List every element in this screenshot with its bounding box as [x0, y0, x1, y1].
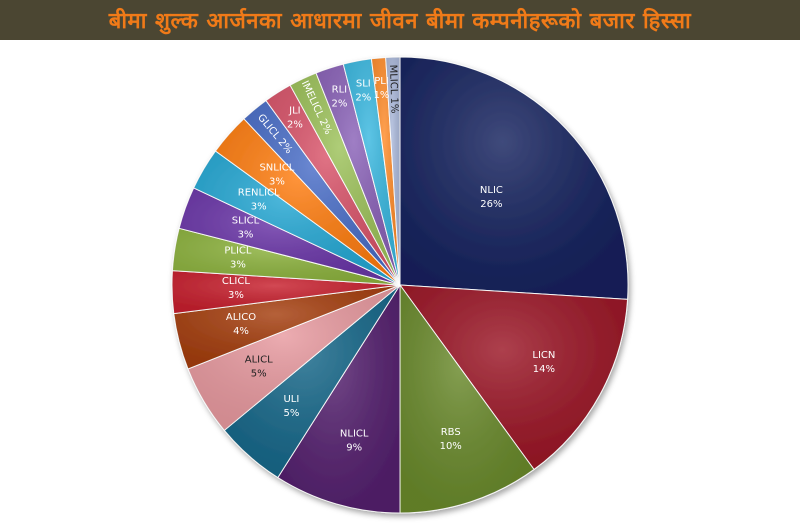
- pie-slice-shade: [173, 285, 400, 369]
- pie-slice-shade: [179, 187, 400, 285]
- slice-label-licn: LICN: [532, 350, 555, 361]
- slice-label-group-renlicl: RENLICL 3%: [238, 187, 280, 212]
- pie-slice-shade: [243, 100, 400, 285]
- slice-label-group-snlicl: SNLICL 3%: [259, 162, 294, 187]
- slice-label-group-pli: PLI 1%: [374, 76, 390, 101]
- pie-slice-shade: [385, 57, 400, 285]
- slice-label-rli: RLI: [332, 85, 347, 96]
- slice-label-clicl: CLICL: [222, 276, 250, 287]
- pie-slice-shade: [371, 57, 400, 286]
- slice-value-alicl: 5%: [251, 369, 267, 380]
- slice-label-group-nlicl: NLICL 9%: [340, 429, 369, 454]
- slice-label-slicl: SLICL: [232, 215, 260, 226]
- slice-label-group-nlic: NLIC 26%: [480, 185, 503, 210]
- slice-label-snlicl: SNLICL: [259, 162, 294, 173]
- slice-label-group-rbs: RBS 10%: [440, 427, 462, 452]
- slice-label-nlic: NLIC: [480, 185, 503, 196]
- pie-slice-shade: [172, 270, 400, 314]
- pie-slice-shade: [188, 285, 400, 431]
- pie-slice-shade: [290, 73, 400, 285]
- pie-slice-shade: [400, 285, 628, 470]
- pie-slice-shade: [215, 118, 400, 285]
- pie-slice-shade: [193, 150, 400, 285]
- pie-slice-shade: [277, 285, 400, 513]
- slice-label-group-jli: JLI 2%: [287, 105, 303, 130]
- slice-label-rbs: RBS: [441, 427, 461, 438]
- slice-label-alicl: ALICL: [245, 355, 273, 366]
- slice-label-renlicl: RENLICL: [238, 187, 280, 198]
- pie-slice-shade: [265, 85, 400, 285]
- slice-value-alico: 4%: [233, 326, 249, 337]
- pie-chart: NLIC26%LICN14%RBS10%NLICL9%ULI5%ALICL5%A…: [171, 56, 629, 514]
- slice-label-group-sli: SLI 2%: [355, 78, 371, 103]
- slice-value-jli: 2%: [287, 119, 303, 130]
- slice-value-plicl: 3%: [230, 259, 246, 270]
- slice-label-plicl: PLICL: [224, 245, 252, 256]
- slice-label-uli: ULI: [283, 394, 299, 405]
- slice-value-snlicl: 3%: [269, 176, 285, 187]
- slice-label-mlicl: MLICL 1%: [387, 64, 400, 113]
- slice-label-pli: PLI: [374, 76, 389, 87]
- pie-slices: [171, 56, 629, 514]
- slice-value-sli: 2%: [355, 92, 371, 103]
- slice-label-group-clicl: CLICL 3%: [222, 276, 250, 301]
- slice-label-sli: SLI: [356, 78, 371, 89]
- slice-value-uli: 5%: [283, 408, 299, 419]
- slice-label-group-alico: ALICO 4%: [226, 312, 256, 337]
- slice-value-pli: 1%: [374, 90, 390, 101]
- slice-label-group-mlicl: MLICL 1%: [387, 64, 400, 113]
- pie-slice-shade: [400, 285, 535, 513]
- chart-area: NLIC 26% LICN 14% RBS 10% NLICL 9% ULI 5% ALICL 5% A…: [0, 40, 800, 530]
- chart-title: बीमा शुल्क आर्जनका आधारमा जीवन बीमा कम्प…: [108, 9, 692, 34]
- slice-value-rli: 2%: [331, 99, 347, 110]
- slice-label-nlicl: NLICL: [340, 429, 369, 440]
- slice-label-jli: JLI: [288, 105, 300, 116]
- slice-value-renlicl: 3%: [251, 201, 267, 212]
- slice-label-group-plicl: PLICL 3%: [224, 245, 252, 270]
- slice-value-nlicl: 9%: [346, 443, 362, 454]
- slice-label-group-uli: ULI 5%: [283, 394, 299, 419]
- pie-slice-shade: [343, 58, 400, 285]
- slice-label-group-licn: LICN 14%: [532, 350, 555, 375]
- slice-label-group-slicl: SLICL 3%: [232, 215, 260, 240]
- slice-value-nlic: 26%: [480, 199, 502, 210]
- slice-label-alico: ALICO: [226, 312, 256, 323]
- slice-value-clicl: 3%: [228, 290, 244, 301]
- title-bar: बीमा शुल्क आर्जनका आधारमा जीवन बीमा कम्प…: [0, 0, 800, 40]
- pie-slice-shade: [400, 57, 629, 300]
- slice-value-licn: 14%: [533, 364, 555, 375]
- pie-slice-shade: [224, 285, 400, 478]
- slice-label-group-rli: RLI 2%: [331, 85, 347, 110]
- slice-label-group-alicl: ALICL 5%: [245, 355, 273, 380]
- pie-slice-shade: [316, 64, 400, 285]
- slice-value-slicl: 3%: [238, 229, 254, 240]
- slice-value-rbs: 10%: [440, 441, 462, 452]
